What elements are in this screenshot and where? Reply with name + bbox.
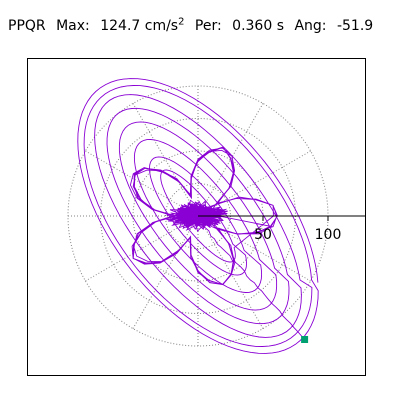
grid-spoke-30 — [197, 150, 311, 217]
radial-tick-label-50: 50 — [254, 227, 272, 243]
max-value: 124.7 cm/s2 — [100, 16, 185, 34]
chart-title: PPQR Max: 124.7 cm/s2 Per: 0.360 s Ang: … — [8, 16, 379, 34]
station-code: PPQR — [8, 17, 46, 34]
orbit-trace — [77, 78, 319, 354]
ang-value: -51.9 — [336, 17, 374, 34]
ang-label: Ang: — [294, 17, 327, 34]
max-label: Max: — [56, 17, 90, 34]
end-marker — [301, 336, 309, 343]
grid-spoke-240 — [132, 215, 199, 329]
grid-spoke-330 — [197, 215, 311, 282]
per-value: 0.360 s — [232, 17, 284, 34]
max-unit-exponent: 2 — [178, 16, 185, 27]
grid-spoke-210 — [85, 215, 199, 282]
grid-spoke-150 — [85, 150, 199, 217]
per-label: Per: — [194, 17, 222, 34]
radial-tick-label-100: 100 — [315, 227, 342, 243]
grid-spoke-60 — [197, 103, 264, 217]
grid-spoke-120 — [132, 103, 199, 217]
